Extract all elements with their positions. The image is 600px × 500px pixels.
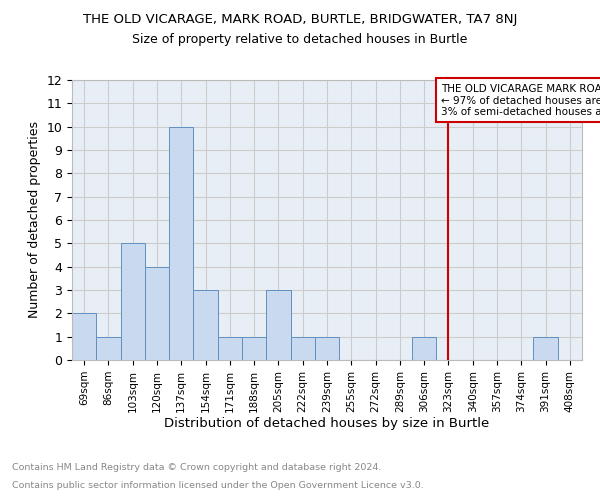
Bar	[145, 266, 169, 360]
Bar	[315, 336, 339, 360]
Bar	[290, 336, 315, 360]
Bar	[96, 336, 121, 360]
Bar	[412, 336, 436, 360]
Bar	[266, 290, 290, 360]
Bar	[533, 336, 558, 360]
Text: Contains HM Land Registry data © Crown copyright and database right 2024.: Contains HM Land Registry data © Crown c…	[12, 464, 382, 472]
Bar	[121, 244, 145, 360]
Text: Contains public sector information licensed under the Open Government Licence v3: Contains public sector information licen…	[12, 481, 424, 490]
Text: THE OLD VICARAGE, MARK ROAD, BURTLE, BRIDGWATER, TA7 8NJ: THE OLD VICARAGE, MARK ROAD, BURTLE, BRI…	[83, 12, 517, 26]
X-axis label: Distribution of detached houses by size in Burtle: Distribution of detached houses by size …	[164, 418, 490, 430]
Y-axis label: Number of detached properties: Number of detached properties	[28, 122, 41, 318]
Text: Size of property relative to detached houses in Burtle: Size of property relative to detached ho…	[133, 32, 467, 46]
Bar	[72, 314, 96, 360]
Bar	[169, 126, 193, 360]
Text: THE OLD VICARAGE MARK ROAD: 323sqm
← 97% of detached houses are smaller (32)
3% : THE OLD VICARAGE MARK ROAD: 323sqm ← 97%…	[441, 84, 600, 116]
Bar	[242, 336, 266, 360]
Bar	[218, 336, 242, 360]
Bar	[193, 290, 218, 360]
